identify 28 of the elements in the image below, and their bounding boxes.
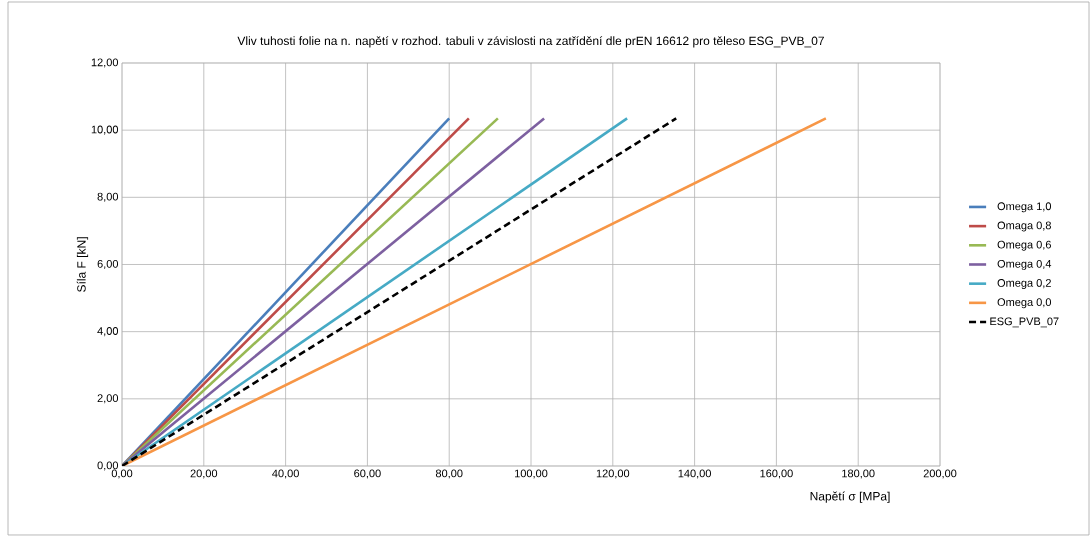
y-tick-label: 8,00 bbox=[97, 192, 119, 202]
y-tick-label: 12,00 bbox=[91, 58, 119, 68]
x-tick-label: 80,00 bbox=[435, 469, 463, 479]
x-tick-label: 200,00 bbox=[923, 469, 957, 479]
legend-label: Omega 1,0 bbox=[997, 202, 1052, 213]
x-axis-title: Napětí σ [MPa] bbox=[810, 491, 890, 503]
y-tick-label: 0,00 bbox=[97, 461, 119, 471]
legend-label: ESG_PVB_07 bbox=[990, 317, 1059, 328]
legend-label: Omega 0,0 bbox=[997, 298, 1052, 309]
x-tick-label: 0,00 bbox=[111, 469, 133, 479]
y-tick-label: 6,00 bbox=[97, 259, 119, 270]
x-tick-label: 160,00 bbox=[760, 469, 793, 479]
legend-label: Omega 0,2 bbox=[997, 279, 1051, 290]
y-tick-label: 10,00 bbox=[91, 125, 119, 135]
x-tick-label: 100,00 bbox=[515, 469, 548, 479]
legend-label: Omega 0,4 bbox=[997, 259, 1052, 270]
x-tick-label: 60,00 bbox=[354, 469, 381, 479]
x-tick-label: 180,00 bbox=[842, 469, 875, 479]
legend-label: Omega 0,6 bbox=[997, 240, 1051, 251]
x-tick-label: 20,00 bbox=[190, 469, 218, 479]
legend-label: Omaga 0,8 bbox=[997, 221, 1051, 232]
y-tick-label: 2,00 bbox=[97, 394, 119, 404]
x-tick-label: 40,00 bbox=[272, 469, 299, 479]
y-tick-label: 4,00 bbox=[97, 327, 119, 337]
y-axis-title: Síla F [kN] bbox=[76, 237, 89, 292]
x-tick-label: 140,00 bbox=[678, 469, 711, 479]
x-tick-label: 120,00 bbox=[596, 469, 630, 479]
chart-title: Vliv tuhosti folie na n. napětí v rozhod. tabuli v závislosti na zatřídění dle prEN 16612 pro těleso ESG_PVB_07 bbox=[237, 36, 824, 48]
